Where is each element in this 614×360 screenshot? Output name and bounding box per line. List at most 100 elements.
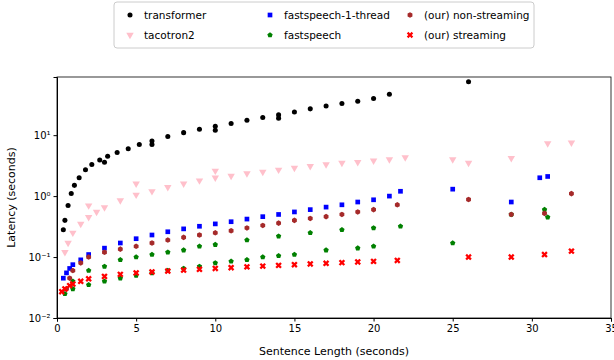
point xyxy=(398,189,403,194)
point xyxy=(72,183,77,188)
legend-marker xyxy=(405,30,415,40)
point xyxy=(86,268,91,273)
point xyxy=(181,247,186,252)
point xyxy=(387,92,392,97)
point xyxy=(165,229,170,234)
point xyxy=(147,267,157,277)
y-tick-mark xyxy=(54,257,58,258)
point xyxy=(227,174,234,180)
point xyxy=(260,214,265,219)
legend-marker xyxy=(127,12,132,17)
y-tick-label: 10¹ xyxy=(34,130,51,141)
point xyxy=(179,265,189,275)
legend-label: transformer xyxy=(144,9,207,21)
point xyxy=(70,262,75,267)
point xyxy=(355,209,360,215)
point xyxy=(117,198,124,204)
point xyxy=(324,205,329,210)
point xyxy=(392,256,402,266)
point xyxy=(115,270,125,280)
point xyxy=(509,212,514,217)
point xyxy=(369,257,379,267)
x-tick-label: 10 xyxy=(209,323,222,334)
point xyxy=(371,197,376,202)
point xyxy=(292,218,297,224)
y-axis: 10⁻²10⁻¹10⁰10¹ xyxy=(28,78,57,324)
point xyxy=(66,203,71,208)
point xyxy=(259,170,266,176)
x-tick-label: 25 xyxy=(447,323,460,334)
x-tick: 15 xyxy=(289,318,302,334)
point xyxy=(338,161,345,167)
y-axis-line xyxy=(54,78,58,319)
point xyxy=(307,164,314,170)
point xyxy=(568,141,575,147)
point xyxy=(308,106,313,111)
y-tick: 10⁰ xyxy=(34,191,57,202)
point xyxy=(85,203,92,209)
point xyxy=(97,158,102,163)
point xyxy=(371,244,376,249)
legend-marker xyxy=(267,32,272,37)
point xyxy=(308,216,313,222)
point xyxy=(537,175,542,180)
point xyxy=(70,268,75,274)
point xyxy=(77,222,84,228)
point xyxy=(450,187,455,192)
point xyxy=(545,174,550,179)
point xyxy=(213,230,218,236)
point xyxy=(150,233,155,238)
point xyxy=(245,217,250,222)
point xyxy=(137,142,142,147)
point xyxy=(355,99,360,104)
point xyxy=(195,264,205,274)
x-tick-mark xyxy=(611,318,612,322)
point xyxy=(244,257,249,262)
point xyxy=(149,142,154,147)
point xyxy=(353,257,363,267)
point xyxy=(102,249,107,255)
point xyxy=(464,252,474,262)
point xyxy=(100,272,110,282)
y-tick-label: 10⁰ xyxy=(34,191,51,202)
point xyxy=(62,218,67,223)
point xyxy=(61,276,66,281)
point xyxy=(226,263,236,273)
x-tick-mark xyxy=(294,318,295,322)
point xyxy=(355,245,360,250)
point xyxy=(540,250,550,260)
point xyxy=(101,205,108,211)
point xyxy=(275,168,282,174)
point xyxy=(355,200,360,205)
point xyxy=(102,264,107,269)
point xyxy=(212,176,219,182)
x-tick-label: 35 xyxy=(605,323,614,334)
point xyxy=(305,259,315,269)
point xyxy=(321,258,331,268)
point xyxy=(395,202,400,208)
point xyxy=(131,268,141,278)
point xyxy=(165,237,170,243)
x-tick: 5 xyxy=(133,318,139,334)
y-axis-title: Latency (seconds) xyxy=(5,147,18,248)
point xyxy=(228,259,233,264)
point xyxy=(165,249,170,254)
point xyxy=(69,231,76,237)
point xyxy=(339,101,344,106)
y-tick: 10¹ xyxy=(34,130,57,141)
point xyxy=(197,224,202,229)
x-axis: 05101520253035 xyxy=(54,318,614,334)
point xyxy=(276,253,281,258)
legend-label: fastspeech xyxy=(284,29,341,41)
point xyxy=(149,252,154,257)
point xyxy=(118,246,123,252)
point xyxy=(291,166,298,172)
legend-label: (our) non-streaming xyxy=(424,9,529,21)
point xyxy=(134,236,139,241)
x-tick-mark xyxy=(136,318,137,322)
point xyxy=(569,191,574,197)
point xyxy=(86,282,91,287)
point xyxy=(150,240,155,246)
point xyxy=(323,247,328,252)
x-tick: 35 xyxy=(605,318,614,334)
